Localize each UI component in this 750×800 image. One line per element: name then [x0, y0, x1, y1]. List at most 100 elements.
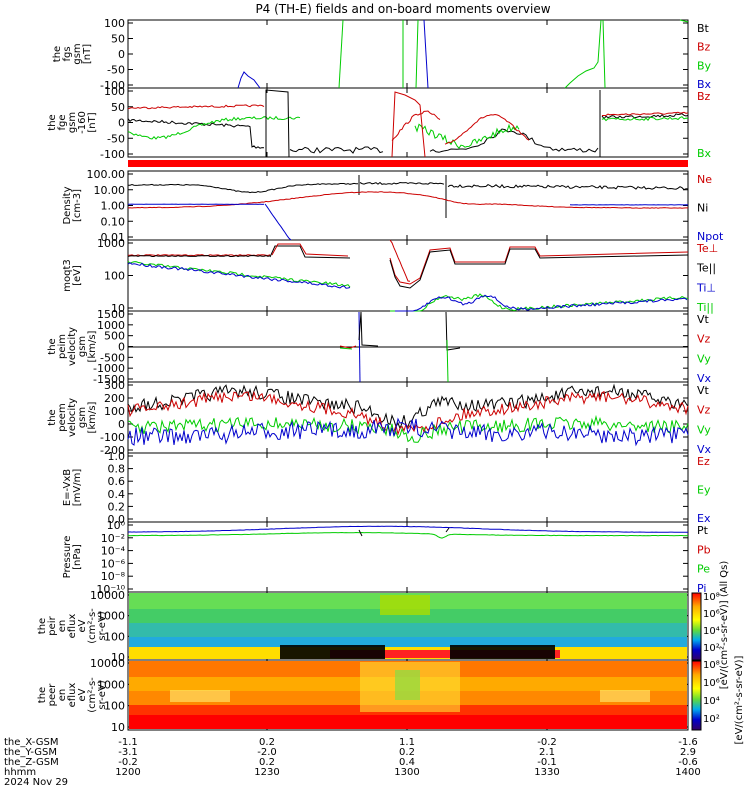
ylabel-line: eflux [67, 614, 78, 639]
ytick-label: 100 [104, 270, 125, 283]
ylabel-line: fgs [62, 46, 73, 61]
spectrogram-layer [129, 592, 702, 731]
peem-vt-trace [127, 383, 689, 430]
legend-entry: Vz [697, 404, 711, 417]
peir-band [380, 595, 430, 615]
peer-band [129, 715, 687, 729]
peir-band [129, 623, 687, 637]
ytick-label: 100 [104, 405, 125, 418]
ytick-label: 100 [104, 630, 125, 643]
ephemeris-label: the_X-GSM [4, 737, 58, 748]
ytick-label: 10⁻² [101, 532, 125, 545]
ytick-label: 10⁻⁴ [101, 545, 126, 558]
ylabel-line: (cm²-s- [87, 677, 98, 713]
peer-band [170, 690, 230, 702]
peem-vx-trace [127, 417, 689, 447]
legend-entry: Bx [697, 147, 712, 160]
legend-entry: Ti⊥ [696, 281, 716, 294]
fge-bx-trace [127, 115, 301, 140]
ylabel-line: [nT] [87, 112, 98, 132]
fge-bz-trace [444, 113, 530, 145]
legend-entry: Pt [697, 524, 709, 537]
density-ne-trace [127, 191, 688, 209]
ytick-label: 0.4 [108, 488, 126, 501]
ytick-label: 0.6 [108, 475, 126, 488]
chart-title: P4 (TH-E) fields and on-board moments ov… [255, 2, 550, 16]
ephemeris-value: -0.1 [537, 757, 557, 768]
ephemeris-label: the_Y-GSM [4, 747, 57, 758]
colorbar-label: [eV/(cm²-s-sr-eV)] [734, 655, 745, 744]
ytick-label: 10⁰ [107, 519, 126, 532]
panel-frame-temp [127, 239, 689, 312]
peem-vz-trace [127, 390, 689, 436]
fge-bz-trace [602, 111, 689, 116]
peim-vt-trace [358, 311, 379, 347]
colorbar-label: [eV/(cm²-s-sr-eV)] (All Qs) [719, 561, 730, 690]
ylabel-line: the [47, 114, 58, 130]
legend-entry: Pi [697, 582, 706, 595]
colorbar-tick: 10⁴ [703, 696, 720, 707]
legend-entry: Vt [697, 313, 710, 326]
ylabel-line: velocity [67, 327, 78, 366]
ephemeris-value: 1.1 [399, 737, 415, 748]
fgs-by-trace [415, 19, 419, 89]
ytick-label: 1.00 [101, 200, 126, 213]
ylabel-peim: the peim velocity gsm [km/s] [47, 327, 98, 366]
ylabel-line: peer [47, 683, 58, 707]
ylabel-line: the [37, 687, 48, 703]
ytick-label: 10.00 [94, 184, 126, 197]
fgs-by-trace [338, 19, 344, 89]
ephemeris-value: -0.2 [537, 737, 557, 748]
ytick-label: 100 [104, 85, 125, 98]
ephemeris-value: 0.4 [399, 757, 415, 768]
ylabel-line: eflux [67, 683, 78, 708]
ephemeris-value: -3.1 [118, 747, 138, 758]
ytick-label: 50 [111, 33, 125, 46]
ylabel-line: gsm [67, 112, 78, 133]
pressure-pt-trace [358, 529, 363, 537]
density-npot-trace [264, 203, 292, 241]
pressure-pt-trace [127, 525, 688, 533]
legend-entry: Vy [697, 423, 711, 436]
ytick-label: 1000 [97, 678, 125, 691]
ytick-label: 10⁻¹⁰ [96, 583, 125, 596]
ylabel-line: [km/s] [87, 330, 98, 362]
colorbar-peir [691, 592, 702, 661]
ylabel-line: Density [62, 186, 73, 224]
density-ni-trace [447, 183, 689, 191]
legend-entry: Vx [697, 443, 712, 456]
colorbar-tick: 10⁶ [703, 609, 720, 620]
ytick-label: -50 [107, 64, 125, 77]
ylabel-density: Density [cm-3] [62, 186, 83, 224]
legend-entry: Vx [697, 372, 712, 385]
ylabel-line: the [52, 46, 63, 62]
ylabel-line: gsm [77, 336, 88, 357]
legend-entry: Ex [697, 512, 711, 525]
panel-frame-density [127, 170, 689, 241]
ytick-label: 10 [111, 302, 125, 315]
ephemeris-value: 1300 [394, 767, 419, 778]
ylabel-line: gsm [77, 407, 88, 428]
ephemeris-value: 1400 [675, 767, 700, 778]
ytick-label: 1500 [97, 308, 125, 321]
colorbar-tick: 10² [703, 643, 720, 654]
ytick-label: 0.2 [108, 500, 126, 513]
ylabel-peir: the peir en eflux eV (cm²-s-sr-eV) [37, 608, 108, 644]
fgs-by-trace [679, 19, 689, 23]
ytick-label: 100.00 [87, 168, 126, 181]
legend-entry: Npot [697, 230, 724, 243]
fge-bz-trace [391, 110, 441, 141]
ytick-label: -100 [100, 79, 125, 92]
fgs-bx-trace [423, 19, 429, 89]
ytick-label: 10000 [90, 657, 125, 670]
ylabel-line: Pressure [62, 536, 73, 579]
ylabel-line: [mV/m] [72, 469, 83, 507]
colorbar-tick: 10⁸ [703, 660, 720, 671]
ephemeris-value: 1330 [534, 767, 559, 778]
ylabel-line: sr-eV) [97, 611, 108, 640]
colorbar-label-peir: [eV/(cm²-s-sr-eV)] (All Qs) [719, 561, 730, 690]
ylabel-temp: moqt3 [eV] [62, 259, 83, 292]
peer-band [395, 670, 420, 700]
temp-te-perp-trace [271, 243, 349, 257]
fge-bx-trace [601, 116, 689, 122]
